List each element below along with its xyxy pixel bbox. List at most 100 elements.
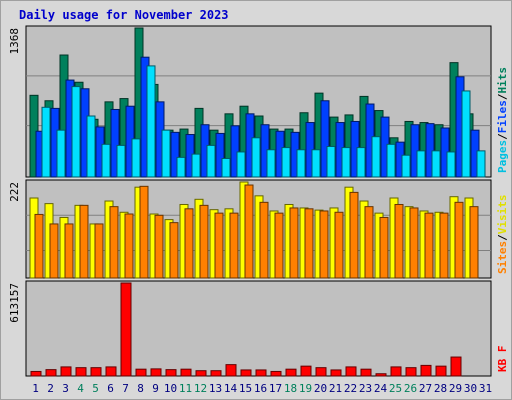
bar-pages-day-26 — [416, 150, 426, 178]
bar-sites-day-24 — [379, 216, 389, 279]
bar-kbytes-day-3 — [60, 366, 72, 377]
bar-pages-day-16 — [266, 149, 276, 178]
x-tick-day-29: 29 — [449, 382, 462, 395]
legend-entry-1-5: Hits — [496, 67, 509, 94]
bar-kbytes-day-28 — [435, 365, 447, 377]
legend-entry-3-1: KB F — [496, 346, 509, 373]
x-tick-day-25: 25 — [389, 382, 402, 395]
bar-kbytes-day-13 — [210, 370, 222, 377]
x-tick-day-26: 26 — [404, 382, 417, 395]
bar-kbytes-day-20 — [315, 367, 327, 377]
bar-kbytes-day-26 — [405, 367, 417, 377]
bar-files-day-6 — [110, 108, 120, 178]
bar-kbytes-day-27 — [420, 364, 432, 377]
bar-sites-day-17 — [274, 212, 284, 279]
series-legend-1: Pages/Files/Hits — [496, 67, 509, 173]
bar-kbytes-day-21 — [330, 369, 342, 377]
bar-sites-day-28 — [439, 212, 449, 279]
bar-pages-day-9 — [161, 129, 171, 178]
bar-sites-day-11 — [184, 208, 194, 279]
bar-pages-day-5 — [101, 143, 111, 178]
bar-pages-day-18 — [296, 149, 306, 178]
x-tick-day-3: 3 — [62, 382, 69, 395]
series-legend-2: Sites/Visits — [496, 195, 509, 275]
bar-kbytes-day-24 — [375, 373, 387, 377]
bar-pages-day-14 — [236, 151, 246, 178]
bar-pages-day-19 — [311, 149, 321, 178]
bar-pages-day-17 — [281, 147, 291, 178]
bar-pages-day-3 — [71, 86, 81, 178]
bar-kbytes-day-18 — [285, 368, 297, 377]
bar-pages-day-12 — [206, 144, 216, 178]
y-max-label-1: 1368 — [8, 28, 21, 55]
bar-pages-day-11 — [191, 153, 201, 178]
bar-kbytes-day-19 — [300, 365, 312, 377]
series-legend-3: KB F — [496, 346, 509, 373]
bar-kbytes-day-22 — [345, 366, 357, 377]
bar-sites-day-22 — [349, 191, 359, 279]
bar-sites-day-10 — [169, 222, 179, 279]
bar-sites-day-30 — [469, 206, 479, 279]
bar-kbytes-day-29 — [450, 356, 462, 377]
bar-files-day-27 — [425, 123, 435, 178]
bar-pages-day-25 — [401, 154, 411, 178]
bar-pages-day-7 — [131, 138, 141, 178]
x-tick-day-27: 27 — [419, 382, 432, 395]
y-max-label-3: 613157 — [8, 283, 21, 323]
bar-kbytes-day-7 — [120, 282, 132, 377]
chart-title: Daily usage for November 2023 — [19, 8, 229, 22]
bar-sites-day-6 — [109, 206, 119, 279]
bar-sites-day-5 — [94, 223, 104, 279]
bar-sites-day-18 — [289, 207, 299, 279]
bar-sites-day-15 — [244, 184, 254, 279]
bar-kbytes-day-16 — [255, 369, 267, 377]
x-tick-day-7: 7 — [122, 382, 129, 395]
bar-pages-day-22 — [356, 147, 366, 178]
bar-sites-day-23 — [364, 206, 374, 279]
legend-entry-2-3: Visits — [496, 195, 509, 235]
x-tick-day-18: 18 — [284, 382, 297, 395]
bar-sites-day-8 — [139, 185, 149, 279]
bar-pages-day-4 — [86, 115, 96, 178]
bar-kbytes-day-17 — [270, 370, 282, 377]
bar-pages-day-20 — [326, 146, 336, 178]
bar-kbytes-day-25 — [390, 366, 402, 377]
bar-sites-day-14 — [229, 212, 239, 279]
bar-kbytes-day-8 — [135, 368, 147, 377]
x-tick-day-21: 21 — [329, 382, 342, 395]
bar-sites-day-27 — [424, 212, 434, 279]
x-tick-day-15: 15 — [239, 382, 252, 395]
bar-pages-day-23 — [371, 136, 381, 178]
x-tick-day-11: 11 — [179, 382, 192, 395]
bar-kbytes-day-14 — [225, 364, 237, 377]
legend-entry-1-1: Pages — [496, 140, 509, 173]
x-tick-day-24: 24 — [374, 382, 388, 395]
bar-sites-day-26 — [409, 207, 419, 279]
bar-pages-day-24 — [386, 143, 396, 178]
bar-pages-day-21 — [341, 147, 351, 178]
bar-sites-day-1 — [34, 213, 44, 279]
bar-files-day-20 — [320, 100, 330, 178]
x-tick-day-31: 31 — [479, 382, 492, 395]
bar-kbytes-day-10 — [165, 369, 177, 377]
x-tick-day-30: 30 — [464, 382, 477, 395]
bar-kbytes-day-23 — [360, 368, 372, 377]
bar-kbytes-day-2 — [45, 369, 57, 377]
bar-sites-day-12 — [199, 204, 209, 279]
bar-pages-day-30 — [476, 150, 486, 178]
legend-entry-2-1: Sites — [496, 241, 509, 274]
bar-pages-day-10 — [176, 156, 186, 178]
bar-sites-day-19 — [304, 208, 314, 279]
x-tick-day-23: 23 — [359, 382, 372, 395]
bar-sites-day-3 — [64, 223, 74, 279]
bar-pages-day-1 — [41, 106, 51, 178]
bar-pages-day-15 — [251, 137, 261, 178]
x-tick-day-5: 5 — [92, 382, 99, 395]
bar-sites-day-25 — [394, 203, 404, 279]
bar-kbytes-day-15 — [240, 369, 252, 377]
x-tick-day-10: 10 — [164, 382, 177, 395]
x-tick-day-17: 17 — [269, 382, 282, 395]
bar-sites-day-29 — [454, 201, 464, 279]
bar-sites-day-9 — [154, 214, 164, 279]
bar-kbytes-day-11 — [180, 368, 192, 377]
